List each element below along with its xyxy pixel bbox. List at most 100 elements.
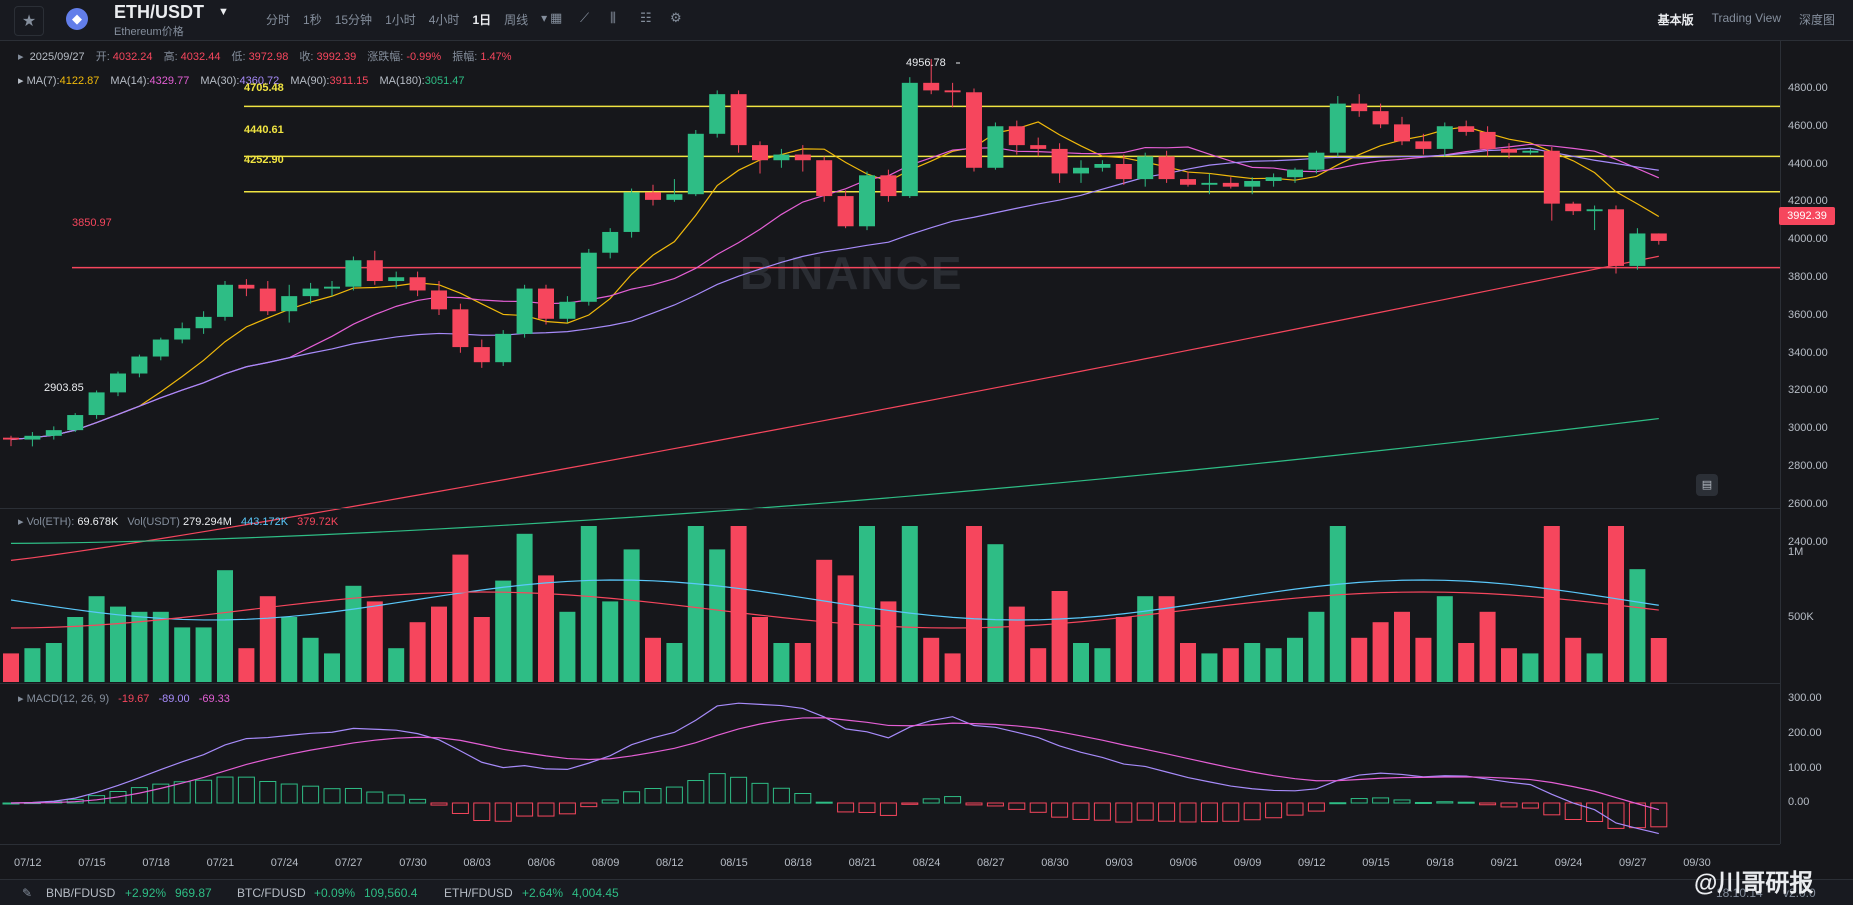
indicator-icon[interactable]: ▦	[550, 10, 563, 25]
interval-tab[interactable]: 4小时	[428, 13, 460, 27]
volume-bar	[3, 653, 19, 682]
ticker-name[interactable]: ETH/FDUSD	[444, 886, 513, 900]
candle-body	[1565, 203, 1582, 212]
candle-body	[1201, 182, 1218, 185]
candle-body	[174, 328, 191, 340]
time-axis-label: 07/30	[399, 857, 427, 869]
macd-histogram-bar	[879, 802, 897, 816]
macd-histogram-bar	[580, 802, 598, 808]
volume-bar	[217, 570, 233, 682]
macd-histogram-bar	[1008, 802, 1026, 810]
candle-body	[1329, 103, 1346, 153]
macd-histogram-bar	[237, 776, 255, 804]
price-axis-label: 3400.00	[1788, 346, 1828, 359]
candle-body	[1180, 179, 1196, 185]
macd-histogram-bar	[130, 787, 148, 804]
edit-icon[interactable]: ✎	[22, 886, 33, 900]
price-axis-label: 4400.00	[1788, 157, 1828, 170]
volume-bar	[88, 596, 105, 682]
candle-body	[45, 430, 62, 436]
volume-bar	[1586, 653, 1603, 682]
interval-tab[interactable]: 1秒	[303, 13, 322, 27]
interval-tab[interactable]: 1小时	[385, 13, 416, 27]
macd-histogram-bar	[1650, 802, 1668, 828]
ticker-name[interactable]: BNB/FDUSD	[46, 886, 116, 900]
chart-type-icon[interactable]: ⫼	[610, 10, 616, 25]
symbol-subtitle[interactable]: Ethereum价格	[114, 26, 184, 38]
candle-body	[152, 339, 169, 357]
volume-bar	[1458, 643, 1475, 682]
interval-tab[interactable]: 周线	[504, 13, 529, 27]
interval-more-icon[interactable]: ▾	[541, 11, 548, 25]
candle-body	[859, 175, 875, 227]
view-depth[interactable]: 深度图	[1798, 13, 1835, 27]
volume-bar	[45, 643, 62, 682]
macd-histogram-bar	[302, 785, 320, 804]
ticker-name[interactable]: BTC/FDUSD	[237, 886, 306, 900]
volume-bar	[1222, 648, 1239, 682]
macd-histogram-bar	[1179, 802, 1197, 823]
candle-body	[1608, 209, 1624, 266]
volume-bar	[152, 611, 169, 682]
interval-tab[interactable]: 分时	[266, 13, 291, 27]
favorite-star-icon[interactable]: ★	[14, 6, 44, 36]
settings-gear-icon[interactable]: ⚙	[670, 10, 682, 25]
time-axis-label: 09/18	[1426, 857, 1454, 869]
time-axis-label: 09/12	[1298, 857, 1326, 869]
volume-bar	[623, 549, 640, 682]
volume-bar	[1522, 653, 1539, 682]
volume-bar	[645, 637, 661, 682]
symbol-dropdown-icon[interactable]: ▼	[218, 6, 229, 18]
macd-histogram-bar	[730, 776, 748, 804]
volume-bar	[495, 580, 512, 682]
template-icon[interactable]: ☷	[640, 10, 652, 25]
volume-bar	[67, 617, 84, 682]
macd-histogram-bar	[430, 802, 448, 806]
candle-body	[1137, 156, 1154, 180]
news-icon[interactable]: ▤	[1696, 474, 1718, 496]
time-axis-label: 08/18	[784, 857, 812, 869]
level-label: 4705.48	[244, 82, 284, 94]
pane-divider	[0, 844, 1780, 845]
volume-bar	[1415, 637, 1432, 682]
volume-bar	[174, 627, 191, 682]
interval-tab-active[interactable]: 1日	[472, 13, 492, 27]
drawing-icon[interactable]: ⟋	[580, 10, 590, 25]
candle-body	[67, 415, 84, 431]
macd-histogram-bar	[280, 783, 298, 804]
macd-histogram-bar	[1372, 797, 1390, 804]
candle-body	[1501, 148, 1517, 153]
macd-histogram-bar	[1457, 801, 1475, 804]
macd-histogram-bar	[837, 802, 855, 813]
volume-bar	[1629, 569, 1646, 682]
view-tradingview[interactable]: Trading View	[1711, 11, 1781, 25]
time-axis-label: 09/15	[1362, 857, 1390, 869]
time-axis-label: 09/27	[1619, 857, 1647, 869]
candle-body	[1458, 126, 1475, 132]
volume-bar	[452, 554, 469, 682]
price-axis-label: 3000.00	[1788, 422, 1828, 435]
macd-histogram-bar	[986, 802, 1004, 807]
candle-body	[602, 231, 619, 253]
candle-body	[794, 154, 811, 161]
symbol-title[interactable]: ETH/USDT	[114, 2, 204, 22]
macd-info: ▸ MACD(12, 26, 9) -19.67 -89.00 -69.33	[18, 693, 230, 705]
macd-histogram-bar	[901, 802, 919, 805]
pane-divider	[0, 683, 1780, 684]
macd-histogram-bar	[644, 788, 662, 804]
volume-bar	[1372, 622, 1389, 682]
price-axis-label: 2600.00	[1788, 497, 1828, 510]
view-basic[interactable]: 基本版	[1657, 13, 1694, 27]
time-axis-label: 07/15	[78, 857, 106, 869]
macd-histogram-bar	[623, 791, 641, 804]
candle-body	[901, 82, 918, 197]
macd-histogram-bar	[944, 796, 962, 804]
interval-tab[interactable]: 15分钟	[334, 13, 373, 27]
macd-histogram-bar	[1564, 802, 1582, 820]
pane-divider	[0, 508, 1780, 509]
macd-histogram-bar	[708, 773, 726, 804]
volume-bar	[1543, 526, 1560, 682]
macd-histogram-bar	[1479, 802, 1497, 806]
footer-version: v2.0.0	[1783, 886, 1816, 900]
